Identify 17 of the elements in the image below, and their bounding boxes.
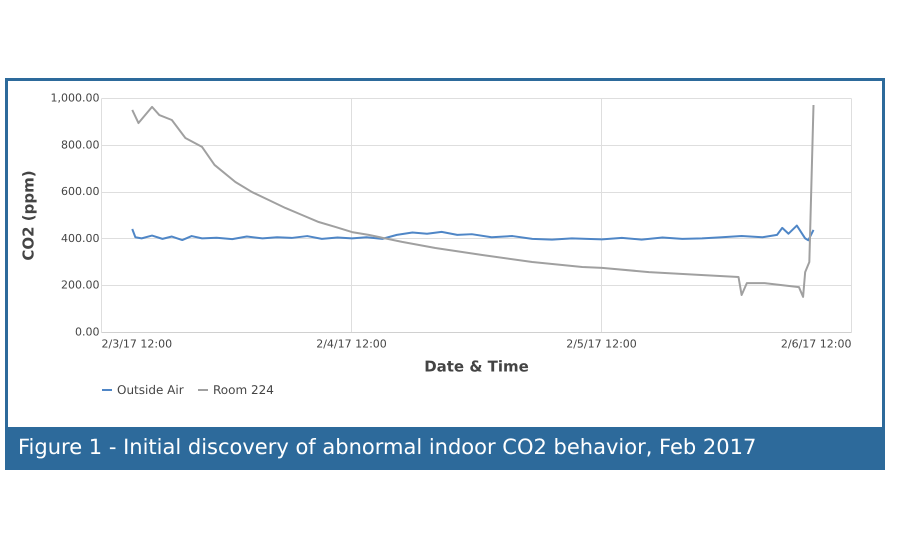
legend-label: Room 224 <box>213 383 274 397</box>
y-tick-label: 800.00 <box>61 138 100 152</box>
x-tick-label: 2/4/17 12:00 <box>316 338 387 350</box>
y-tick-label: 1,000.00 <box>50 92 100 104</box>
y-tick-label: 200.00 <box>61 278 100 292</box>
text: Figure 1 - Initial discovery of abnormal indoor CO2 behavior, Feb 2017 <box>8 427 882 467</box>
x-axis-title: Date & Time <box>424 358 529 376</box>
legend-label: Outside Air <box>117 383 184 397</box>
y-tick-label: 400.00 <box>61 232 100 245</box>
y-axis-title: CO2 (ppm) <box>20 170 38 261</box>
line-series <box>131 104 814 298</box>
line-series <box>131 224 814 242</box>
x-tick-label: 2/5/17 12:00 <box>566 338 637 350</box>
y-tick-label: 0.00 <box>75 326 100 338</box>
x-tick-label: 2/6/17 12:00 <box>780 338 852 350</box>
x-tick-label: 2/3/17 12:00 <box>102 338 172 350</box>
y-tick-label: 600.00 <box>61 185 100 198</box>
